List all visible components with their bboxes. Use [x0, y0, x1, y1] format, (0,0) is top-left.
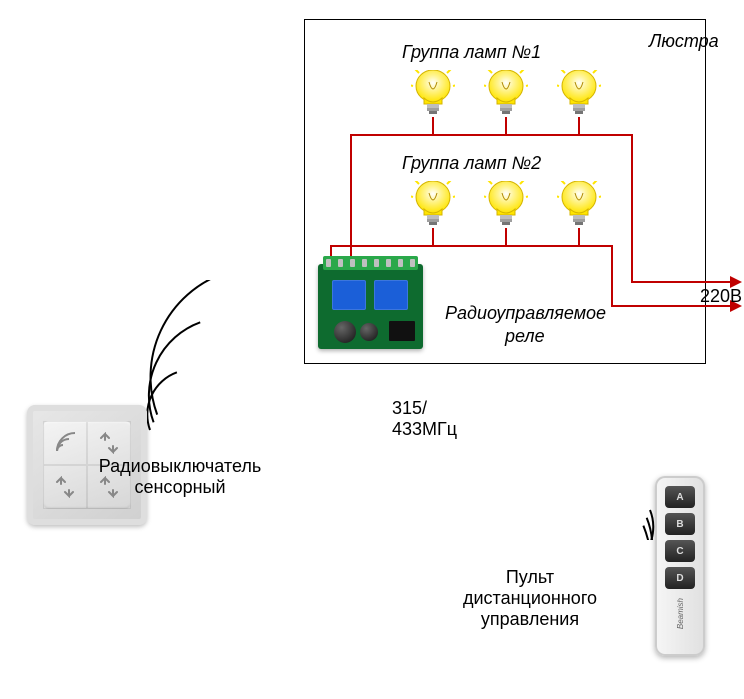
- relay-module: [318, 264, 423, 349]
- remote-label-line3: управления: [481, 609, 579, 629]
- remote-control: A B C D Beamish: [655, 476, 705, 656]
- bulb-icon: [484, 70, 528, 116]
- bulb-icon: [411, 181, 455, 227]
- relay-label: Радиоуправляемое реле: [445, 302, 606, 347]
- voltage-label: 220В: [700, 286, 742, 307]
- bulb-icon: [557, 70, 601, 116]
- relay-block-icon: [332, 280, 366, 310]
- remote-button-a: A: [665, 486, 695, 508]
- remote-button-b: B: [665, 513, 695, 535]
- freq-line1: 315/: [392, 398, 427, 418]
- remote-label-line1: Пульт: [506, 567, 554, 587]
- capacitor-icon: [334, 321, 356, 343]
- relay-label-line1: Радиоуправляемое: [445, 303, 606, 323]
- bulb-icon: [557, 181, 601, 227]
- radio-waves-icon: [490, 350, 680, 540]
- relay-label-line2: реле: [505, 326, 545, 346]
- wire: [578, 117, 580, 136]
- wire: [578, 228, 580, 247]
- wire: [505, 117, 507, 136]
- wire: [631, 281, 732, 283]
- remote-label-line2: дистанционного: [463, 588, 597, 608]
- chip-icon: [389, 321, 415, 341]
- wire: [350, 134, 633, 136]
- switch-label-line2: сенсорный: [134, 477, 225, 497]
- remote-button-c: C: [665, 540, 695, 562]
- wire: [505, 228, 507, 247]
- chandelier-label: Люстра: [649, 31, 719, 52]
- switch-label: Радиовыключатель сенсорный: [85, 456, 275, 498]
- lamp-group-2-label: Группа ламп №2: [402, 153, 541, 174]
- capacitor-icon: [360, 323, 378, 341]
- relay-terminals: [323, 256, 418, 270]
- wire: [432, 117, 434, 136]
- remote-brand: Beamish: [676, 598, 685, 629]
- remote-label: Пульт дистанционного управления: [430, 567, 630, 630]
- switch-updown-icon: [43, 465, 87, 509]
- freq-line2: 433МГц: [392, 419, 457, 439]
- switch-signal-icon: [43, 421, 87, 465]
- frequency-label: 315/ 433МГц: [392, 398, 457, 440]
- lamp-group-1-label: Группа ламп №1: [402, 42, 541, 63]
- wire: [330, 245, 613, 247]
- relay-block-icon: [374, 280, 408, 310]
- wire: [611, 245, 613, 307]
- remote-button-d: D: [665, 567, 695, 589]
- bulb-icon: [484, 181, 528, 227]
- wire: [631, 134, 633, 283]
- radio-waves-icon: [120, 280, 300, 460]
- wire: [432, 228, 434, 247]
- switch-label-line1: Радиовыключатель: [99, 456, 262, 476]
- wire: [350, 134, 352, 260]
- bulb-icon: [411, 70, 455, 116]
